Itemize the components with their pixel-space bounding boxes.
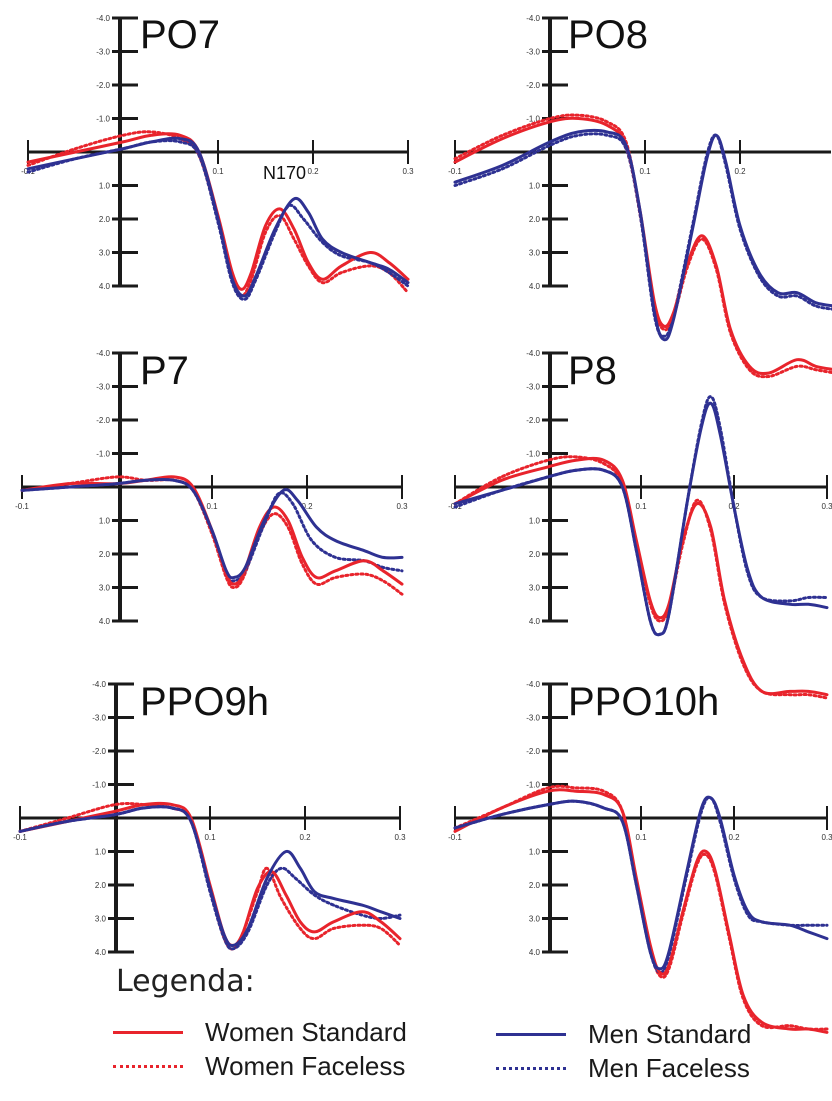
chart-panel-po7: -4.0-3.0-2.0-1.01.02.03.04.0-0.1 0.1 0.2 0.… <box>21 13 414 301</box>
y-tick-label: -3.0 <box>526 383 540 392</box>
x-tick-label: 0.3 <box>821 833 832 842</box>
y-tick-label: 2.0 <box>99 550 111 559</box>
series-line-men-standard <box>20 477 404 580</box>
x-tick-label: 0.1 <box>212 167 224 176</box>
y-tick-label: -2.0 <box>526 747 540 756</box>
y-tick-label: -2.0 <box>92 747 106 756</box>
y-tick-label: -1.0 <box>96 115 110 124</box>
y-tick-label: 2.0 <box>529 550 541 559</box>
x-tick-label: 0.1 <box>635 833 647 842</box>
x-tick-label: 0.2 <box>307 167 319 176</box>
x-tick-label: -0.1 <box>15 502 29 511</box>
series-line-men-standard <box>453 401 829 637</box>
chart-panel-p7: -4.0 -3.0 -2.0 -1.0 1.0 2.0 3.0 4.0 -0.1 0.1 0.2 0.… <box>15 349 408 626</box>
y-tick-label: 1.0 <box>95 848 107 857</box>
y-tick-label: 1.0 <box>529 517 541 526</box>
y-tick-label: -1.0 <box>96 450 110 459</box>
chart-panel-ppo9h: -4.0 -3.0 -2.0 -1.0 1.0 2.0 3.0 4.0 -0.1 0.1 0.2 0.… <box>13 680 406 957</box>
x-tick-label: -0.1 <box>448 167 462 176</box>
series-line-men-standard <box>18 805 402 948</box>
chart-panel-p8: -4.0-3.0-2.0-1.01.02.03.04.0-0.1 0.1 0.2 0.… <box>448 349 832 700</box>
y-tick-label: 4.0 <box>529 617 541 626</box>
y-tick-label: 4.0 <box>95 948 107 957</box>
panel-title: P7 <box>140 349 189 393</box>
y-tick-label: 2.0 <box>529 881 541 890</box>
panel-title: PPO9h <box>140 680 269 724</box>
panel-title: P8 <box>568 349 617 393</box>
chart-panel-po8: -4.0 -3.0 -2.0 -1.0 1.0 2.0 3.0 4.0 -0.1 0.1 0.2 PO… <box>448 13 832 379</box>
y-tick-label: -2.0 <box>526 416 540 425</box>
series-line-women-standard <box>26 132 410 291</box>
y-tick-label: -4.0 <box>526 14 540 23</box>
y-tick-label: -2.0 <box>96 416 110 425</box>
y-tick-label: 1.0 <box>529 182 541 191</box>
x-tick-label: 0.3 <box>402 167 414 176</box>
y-tick-label: -1.0 <box>526 781 540 790</box>
series-line-men-standard <box>453 128 832 342</box>
y-tick-label: 2.0 <box>95 881 107 890</box>
y-tick-label: 3.0 <box>529 249 541 258</box>
y-tick-label: 1.0 <box>99 182 111 191</box>
y-tick-label: -3.0 <box>92 714 106 723</box>
series-line-women-standard <box>453 788 829 1034</box>
x-tick-label: -0.1 <box>13 833 27 842</box>
x-tick-label: 0.1 <box>206 502 218 511</box>
series-line-men-faceless <box>453 395 829 637</box>
y-tick-label: 2.0 <box>529 215 541 224</box>
y-tick-label: 4.0 <box>99 617 111 626</box>
y-tick-label: 3.0 <box>529 915 541 924</box>
y-tick-label: -3.0 <box>526 48 540 57</box>
series-line-men-standard <box>26 136 410 298</box>
panel-title: PO7 <box>140 13 220 57</box>
y-tick-label: 3.0 <box>99 249 111 258</box>
y-tick-label: -4.0 <box>96 14 110 23</box>
y-tick-label: 3.0 <box>95 915 107 924</box>
y-tick-label: -4.0 <box>92 680 106 689</box>
y-tick-label: -3.0 <box>96 383 110 392</box>
y-tick-label: 2.0 <box>99 215 111 224</box>
y-tick-label: -2.0 <box>526 81 540 90</box>
y-tick-label: -3.0 <box>526 714 540 723</box>
y-tick-label: 4.0 <box>529 948 541 957</box>
x-tick-label: 0.1 <box>639 167 651 176</box>
series-line-men-standard <box>453 795 829 971</box>
y-tick-label: 4.0 <box>529 282 541 291</box>
y-tick-label: -1.0 <box>526 115 540 124</box>
y-tick-label: 3.0 <box>99 584 111 593</box>
y-tick-label: -3.0 <box>96 48 110 57</box>
series-line-women-standard <box>18 801 402 947</box>
x-tick-label: 0.3 <box>394 833 406 842</box>
y-tick-label: 4.0 <box>99 282 111 291</box>
chart-panel-ppo10h: -4.0 -3.0 -2.0 -1.0 1.0 2.0 3.0 4.0 -0.1 0.1 0.2 0.… <box>448 680 832 1034</box>
x-tick-label: 0.2 <box>301 502 313 511</box>
x-tick-label: 0.1 <box>204 833 216 842</box>
x-tick-label: 0.1 <box>635 502 647 511</box>
x-tick-label: 0.3 <box>821 502 832 511</box>
y-tick-label: -1.0 <box>92 781 106 790</box>
x-tick-label: 0.3 <box>396 502 408 511</box>
y-tick-label: -1.0 <box>526 450 540 459</box>
y-tick-label: 1.0 <box>99 517 111 526</box>
y-tick-label: -2.0 <box>96 81 110 90</box>
x-tick-label: 0.2 <box>728 833 740 842</box>
y-tick-label: -4.0 <box>96 349 110 358</box>
series-line-women-faceless <box>26 130 410 298</box>
y-tick-label: -4.0 <box>526 349 540 358</box>
panel-title: PO8 <box>568 13 648 57</box>
n170-annotation: N170 <box>263 163 306 183</box>
x-tick-label: 0.2 <box>299 833 311 842</box>
series-line-women-standard <box>453 116 832 376</box>
y-tick-label: -4.0 <box>526 680 540 689</box>
y-tick-label: 1.0 <box>529 848 541 857</box>
x-tick-label: 0.2 <box>734 167 746 176</box>
series-line-women-standard <box>453 456 829 697</box>
x-tick-label: -0.1 <box>448 833 462 842</box>
y-tick-label: 3.0 <box>529 584 541 593</box>
panel-title: PPO10h <box>568 680 719 724</box>
